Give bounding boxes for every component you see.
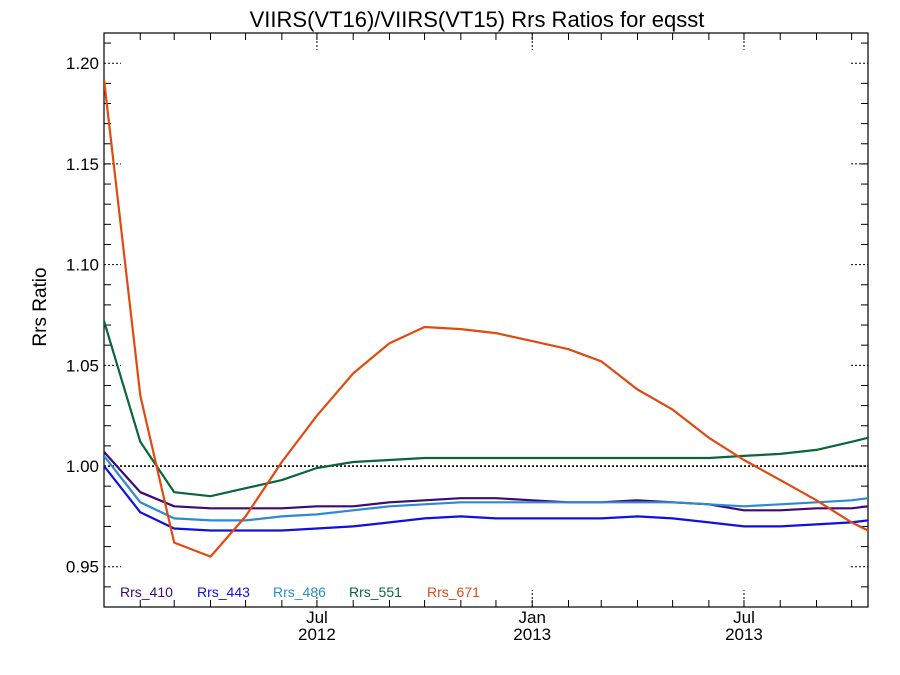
- y-tick-label: 1.10: [66, 256, 99, 275]
- y-tick-label: 0.95: [66, 558, 99, 577]
- chart-title: VIIRS(VT16)/VIIRS(VT15) Rrs Ratios for e…: [250, 7, 705, 32]
- plot-frame: [103, 32, 869, 608]
- y-tick-label: 1.05: [66, 356, 99, 375]
- legend-entry-rrs-443: Rrs_443: [197, 584, 250, 600]
- tick-layer: 0.951.001.051.101.151.20Jul2012Jan2013Ju…: [66, 54, 763, 644]
- legend-entry-rrs-410: Rrs_410: [120, 584, 173, 600]
- series-line-rrs-486: [104, 455, 868, 522]
- series-line-rrs-410: [104, 451, 868, 512]
- legend-entry-rrs-551: Rrs_551: [349, 584, 402, 600]
- x-tick-year-label: 2013: [513, 625, 551, 644]
- x-tick-month-label: Jan: [519, 608, 546, 627]
- series-line-rrs-551: [104, 320, 868, 498]
- x-tick-month-label: Jul: [306, 608, 328, 627]
- y-tick-label: 1.00: [66, 457, 99, 476]
- legend: Rrs_410 Rrs_443 Rrs_486 Rrs_551 Rrs_671: [120, 584, 480, 600]
- y-tick-label: 1.20: [66, 54, 99, 73]
- series-layer: [104, 79, 868, 558]
- x-tick-month-label: Jul: [733, 608, 755, 627]
- series-line-rrs-671: [104, 79, 868, 558]
- y-tick-label: 1.15: [66, 155, 99, 174]
- x-tick-year-label: 2013: [725, 625, 763, 644]
- legend-entry-rrs-486: Rrs_486: [273, 584, 326, 600]
- x-tick-year-label: 2012: [298, 625, 336, 644]
- y-axis-label: Rrs Ratio: [30, 267, 51, 346]
- legend-entry-rrs-671: Rrs_671: [427, 584, 480, 600]
